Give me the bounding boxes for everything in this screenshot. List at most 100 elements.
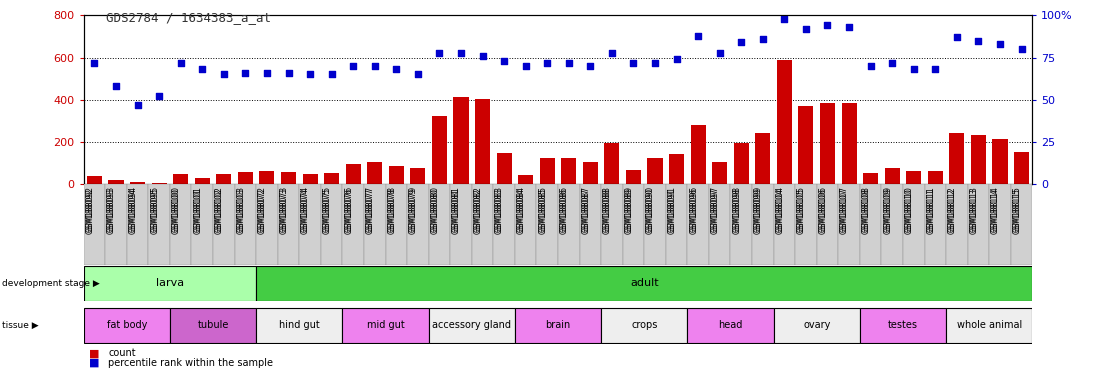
Point xyxy=(323,71,340,78)
Text: GSM188074: GSM188074 xyxy=(301,189,310,235)
Text: GSM188075: GSM188075 xyxy=(323,189,331,235)
Bar xyxy=(257,308,343,343)
Text: GSM188100: GSM188100 xyxy=(172,186,181,232)
Text: GSM188084: GSM188084 xyxy=(517,189,526,234)
Text: GSM188086: GSM188086 xyxy=(560,186,569,232)
Bar xyxy=(820,103,835,184)
Text: GSM188113: GSM188113 xyxy=(970,189,979,234)
Bar xyxy=(84,266,257,301)
Text: GSM188112: GSM188112 xyxy=(947,186,956,232)
Text: tissue ▶: tissue ▶ xyxy=(2,321,39,330)
Text: GSM188090: GSM188090 xyxy=(646,189,655,235)
Point xyxy=(301,71,319,78)
Bar xyxy=(259,171,275,184)
Bar xyxy=(731,184,752,265)
Text: GSM188080: GSM188080 xyxy=(431,189,440,234)
Point xyxy=(797,26,815,32)
Text: GSM188083: GSM188083 xyxy=(496,189,504,234)
Text: GSM188110: GSM188110 xyxy=(905,189,914,234)
Bar xyxy=(148,184,170,265)
Bar xyxy=(324,173,339,184)
Text: GSM188083: GSM188083 xyxy=(496,186,504,232)
Text: GSM188088: GSM188088 xyxy=(603,186,612,232)
Text: GSM188104: GSM188104 xyxy=(776,189,785,234)
Text: GSM188092: GSM188092 xyxy=(86,189,95,234)
Bar xyxy=(950,132,964,184)
Text: mid gut: mid gut xyxy=(367,320,404,331)
Point xyxy=(818,22,836,28)
Bar xyxy=(108,180,124,184)
Text: GSM188081: GSM188081 xyxy=(452,186,461,232)
Bar xyxy=(173,174,189,184)
Text: GSM188113: GSM188113 xyxy=(970,186,979,232)
Point xyxy=(128,102,146,108)
Text: GSM188095: GSM188095 xyxy=(151,186,160,232)
Text: count: count xyxy=(108,348,136,358)
Point xyxy=(172,60,190,66)
Bar xyxy=(733,143,749,184)
Text: GSM188091: GSM188091 xyxy=(667,186,676,232)
Bar xyxy=(194,179,210,184)
Point xyxy=(258,70,276,76)
Text: GSM188108: GSM188108 xyxy=(862,189,870,234)
Bar xyxy=(84,184,105,265)
Text: ■: ■ xyxy=(89,358,99,368)
Point xyxy=(280,70,298,76)
Bar xyxy=(364,184,385,265)
Bar xyxy=(773,184,795,265)
Text: GSM188102: GSM188102 xyxy=(215,186,224,232)
Text: GSM188090: GSM188090 xyxy=(646,186,655,232)
Bar xyxy=(605,143,619,184)
Text: GSM188094: GSM188094 xyxy=(128,189,137,235)
Text: GSM188109: GSM188109 xyxy=(883,186,892,232)
Text: GSM188084: GSM188084 xyxy=(517,186,526,232)
Bar xyxy=(623,184,644,265)
Bar xyxy=(906,170,922,184)
Bar xyxy=(302,174,318,184)
Point xyxy=(473,53,491,59)
Text: GSM188101: GSM188101 xyxy=(193,189,202,234)
Text: testes: testes xyxy=(888,320,918,331)
Bar xyxy=(1014,152,1029,184)
Text: GSM188072: GSM188072 xyxy=(258,189,267,234)
Point xyxy=(970,38,988,44)
Point xyxy=(883,60,901,66)
Text: GSM188079: GSM188079 xyxy=(408,186,417,232)
Text: GSM188114: GSM188114 xyxy=(991,189,1000,234)
Text: head: head xyxy=(719,320,742,331)
Bar xyxy=(321,184,343,265)
Text: GSM188079: GSM188079 xyxy=(408,189,417,235)
Bar xyxy=(213,184,234,265)
Bar xyxy=(514,184,537,265)
Bar xyxy=(257,184,278,265)
Text: GSM188096: GSM188096 xyxy=(690,189,699,235)
Text: GSM188073: GSM188073 xyxy=(279,186,289,232)
Text: accessory gland: accessory gland xyxy=(432,320,511,331)
Text: brain: brain xyxy=(546,320,570,331)
Text: GSM188088: GSM188088 xyxy=(603,189,612,234)
Text: development stage ▶: development stage ▶ xyxy=(2,279,100,288)
Bar xyxy=(238,172,253,184)
Point xyxy=(193,66,211,73)
Bar xyxy=(217,174,231,184)
Bar xyxy=(709,184,731,265)
Bar xyxy=(278,184,299,265)
Bar xyxy=(602,308,687,343)
Bar xyxy=(343,184,364,265)
Text: ■: ■ xyxy=(89,348,99,358)
Bar xyxy=(859,184,882,265)
Bar xyxy=(579,184,602,265)
Text: GSM188087: GSM188087 xyxy=(581,186,590,232)
Point xyxy=(947,34,965,40)
Text: GSM188098: GSM188098 xyxy=(732,189,741,234)
Text: GSM188097: GSM188097 xyxy=(711,186,720,232)
Text: GSM188106: GSM188106 xyxy=(818,189,827,234)
Text: GSM188107: GSM188107 xyxy=(840,189,849,234)
Bar xyxy=(885,169,899,184)
Bar xyxy=(946,308,1032,343)
Bar xyxy=(432,116,448,184)
Text: GSM188115: GSM188115 xyxy=(1012,189,1021,234)
Bar xyxy=(514,308,602,343)
Text: GSM188077: GSM188077 xyxy=(366,186,375,232)
Text: GSM188103: GSM188103 xyxy=(237,186,246,232)
